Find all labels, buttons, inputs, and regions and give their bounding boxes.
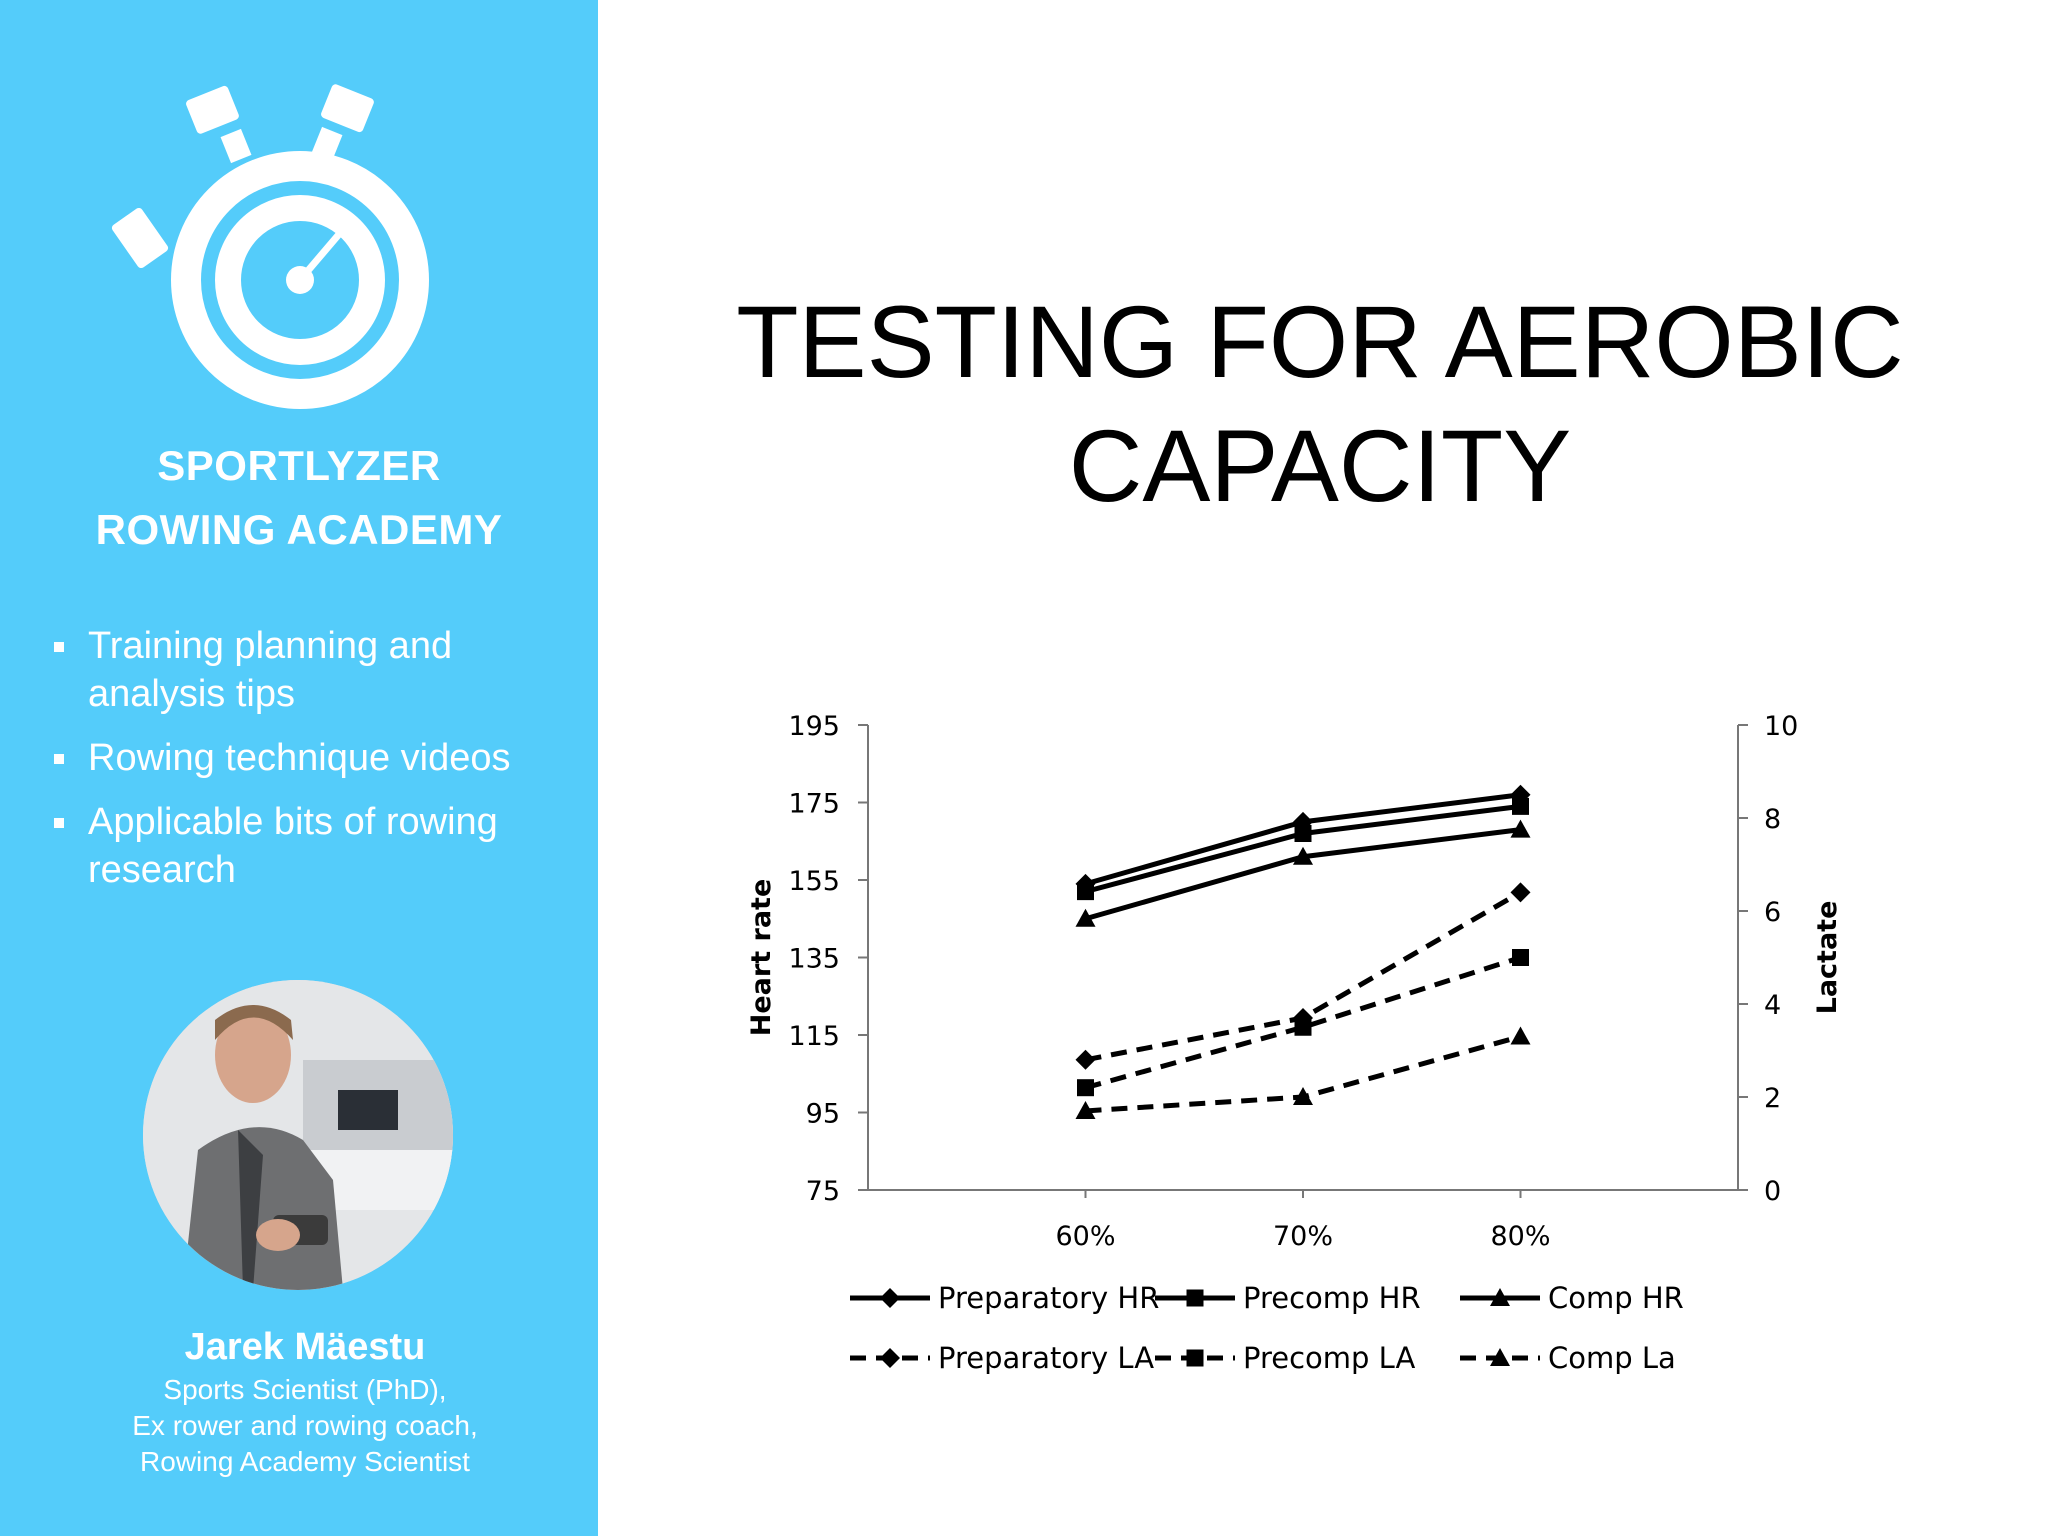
legend-label: Preparatory HR [938, 1281, 1159, 1315]
legend-label: Preparatory LA [938, 1341, 1154, 1375]
y-tick-label-left: 95 [806, 1099, 840, 1130]
y-tick-label-left: 195 [788, 711, 840, 742]
stopwatch-icon [111, 84, 429, 409]
data-point [1075, 1049, 1096, 1070]
data-point [1293, 1087, 1313, 1105]
data-point [1512, 949, 1529, 966]
legend-label: Precomp LA [1243, 1341, 1415, 1375]
square-bullet-icon [54, 818, 64, 828]
data-point [1510, 882, 1531, 903]
y-tick-label-left: 175 [788, 789, 840, 820]
data-point [1075, 1100, 1096, 1119]
data-point [1077, 883, 1094, 901]
y-tick-label-right: 8 [1764, 804, 1781, 835]
y-tick-label-left: 75 [806, 1176, 840, 1207]
data-point [1077, 1079, 1094, 1097]
page-title-line: CAPACITY [1068, 409, 1572, 523]
list-item-text: analysis tips [88, 673, 295, 715]
y-tick-label-right: 6 [1764, 897, 1781, 928]
x-tick-label: 60% [1055, 1221, 1115, 1252]
page-title-line: TESTING FOR AEROBIC [736, 285, 1904, 399]
sidebar: SPORTLYZER ROWING ACADEMY Training plann… [0, 0, 598, 1536]
legend-marker [880, 1288, 900, 1308]
person-name: Jarek Mäestu [184, 1326, 426, 1368]
feature-list: Training planning and analysis tips Rowi… [48, 622, 568, 910]
data-point [1293, 846, 1313, 865]
legend-label: Comp La [1548, 1341, 1676, 1375]
square-bullet-icon [54, 642, 64, 652]
data-point [1510, 1026, 1531, 1045]
brand-subtitle: ROWING ACADEMY [95, 506, 503, 553]
data-point [1075, 908, 1096, 927]
legend-marker [880, 1348, 900, 1368]
y-tick-label-left: 135 [788, 944, 840, 975]
legend-marker [1186, 1349, 1204, 1367]
legend-label: Comp HR [1548, 1281, 1684, 1315]
legend-marker [1490, 1348, 1510, 1366]
series-line [1084, 955, 1522, 1091]
list-item-text: research [88, 849, 236, 891]
list-item-text: Training planning and [88, 625, 453, 667]
list-item: Applicable bits of rowing research [48, 798, 568, 894]
y-tick-label-right: 0 [1764, 1176, 1781, 1207]
data-point [1512, 797, 1529, 815]
y-tick-label-right: 4 [1764, 990, 1781, 1021]
y-tick-label-right: 10 [1764, 711, 1798, 742]
list-item-text: Rowing technique videos [88, 737, 511, 779]
avatar [143, 980, 453, 1290]
y-tick-label-left: 155 [788, 866, 840, 897]
y-tick-label-right: 2 [1764, 1083, 1781, 1114]
list-item: Rowing technique videos [48, 734, 568, 782]
data-point [1294, 825, 1312, 842]
person-role: Sports Scientist (PhD), [163, 1374, 447, 1405]
page-title: TESTING FOR AEROBIC CAPACITY [640, 280, 2000, 528]
brand-name: SPORTLYZER [157, 442, 441, 489]
legend-label: Precomp HR [1243, 1281, 1421, 1315]
square-bullet-icon [54, 754, 64, 764]
x-tick-label: 80% [1490, 1221, 1550, 1252]
data-point [1294, 1018, 1312, 1036]
y-axis-label-right: Lactate [1812, 901, 1843, 1015]
person-role: Rowing Academy Scientist [140, 1446, 470, 1477]
y-tick-label-left: 115 [788, 1021, 840, 1052]
legend-marker [1490, 1288, 1510, 1306]
data-point [1510, 819, 1531, 838]
person-role: Ex rower and rowing coach, [132, 1410, 478, 1441]
legend-marker [1186, 1289, 1204, 1307]
y-axis-label-left: Heart rate [746, 879, 777, 1037]
line-chart: 75 95 115 135 155 175 195 0 2 4 6 8 10 60% 70% 80% Heart… [746, 711, 1843, 1375]
list-item-text: Applicable bits of rowing [88, 801, 498, 843]
x-tick-label: 70% [1273, 1221, 1333, 1252]
list-item: Training planning and analysis tips [48, 622, 568, 718]
